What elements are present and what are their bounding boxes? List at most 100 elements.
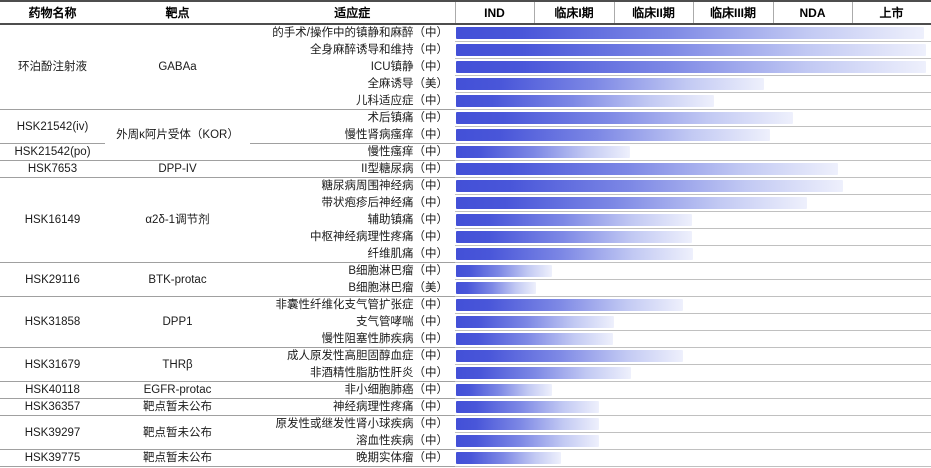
progress-bar-cell xyxy=(455,160,931,178)
indication-cell: 非囊性纤维化支气管扩张症（中） xyxy=(250,296,455,314)
pipeline-row: 儿科适应症（中） xyxy=(0,92,931,110)
indication-cell: 原发性或继发性肾小球疾病（中） xyxy=(250,415,455,433)
drug-name-cell: HSK16149 xyxy=(0,177,105,263)
target-cell: BTK-protac xyxy=(105,262,250,297)
indication-cell: 非小细胞肺癌（中） xyxy=(250,381,455,399)
indication-cell: 溶血性疾病（中） xyxy=(250,432,455,450)
indication-cell: 儿科适应症（中） xyxy=(250,92,455,110)
pipeline-row: 中枢神经病理性疼痛（中） xyxy=(0,228,931,246)
progress-bar xyxy=(456,384,552,396)
progress-bar-cell xyxy=(455,347,931,365)
pipeline-row: 带状疱疹后神经痛（中） xyxy=(0,194,931,212)
indication-cell: 辅助镇痛（中） xyxy=(250,211,455,229)
stage-header-phase3: 临床III期 xyxy=(692,0,773,25)
pipeline-row: HSK29116 BTK-protac B细胞淋巴瘤（中） xyxy=(0,262,931,297)
indication-cell: 成人原发性高胆固醇血症（中） xyxy=(250,347,455,365)
pipeline-row: HSK39297 靶点暂未公布 原发性或继发性肾小球疾病（中） xyxy=(0,415,931,450)
indication-cell: 的手术/操作中的镇静和麻醉（中） xyxy=(250,24,455,42)
stage-header-ind: IND xyxy=(454,0,534,25)
pipeline-row: 环泊酚注射液 GABAa 的手术/操作中的镇静和麻醉（中） xyxy=(0,24,931,110)
progress-bar-cell xyxy=(455,126,931,144)
progress-bar xyxy=(456,163,838,175)
stage-header-phase1: 临床I期 xyxy=(533,0,614,25)
progress-bar xyxy=(456,401,600,413)
pipeline-row: 溶血性疾病（中） xyxy=(0,432,931,450)
indication-cell: 慢性肾病瘙痒（中） xyxy=(250,126,455,144)
drug-name-cell: HSK40118 xyxy=(0,381,105,399)
indication-cell: 慢性阻塞性肺疾病（中） xyxy=(250,330,455,348)
progress-bar xyxy=(456,452,561,464)
header-row: 药物名称 靶点 适应症 IND 临床I期 临床II期 临床III期 NDA 上市 xyxy=(0,0,931,25)
progress-bar xyxy=(456,350,683,362)
drug-name-cell: HSK29116 xyxy=(0,262,105,297)
stage-header-phase2: 临床II期 xyxy=(613,0,693,25)
drug-name-cell: HSK21542(iv) xyxy=(0,109,105,144)
progress-bar xyxy=(456,78,765,90)
pipeline-row: HSK40118 EGFR-protac 非小细胞肺癌（中） xyxy=(0,381,931,399)
progress-bar-cell xyxy=(455,58,931,76)
indication-cell: 晚期实体瘤（中） xyxy=(250,449,455,467)
progress-bar xyxy=(456,435,600,447)
progress-bar xyxy=(456,197,807,209)
progress-bar xyxy=(456,44,926,56)
col-header-indication: 适应症 xyxy=(250,0,455,25)
progress-bar-cell xyxy=(455,24,931,42)
drug-name-cell: HSK39775 xyxy=(0,449,105,467)
indication-cell: 非酒精性脂肪性肝炎（中） xyxy=(250,364,455,382)
progress-bar xyxy=(456,418,600,430)
target-cell: DPP1 xyxy=(105,296,250,348)
pipeline-row: HSK31679 THRβ 成人原发性高胆固醇血症（中） xyxy=(0,347,931,382)
indication-cell: 全麻诱导（美） xyxy=(250,75,455,93)
drug-name-cell: HSK36357 xyxy=(0,398,105,416)
stage-header-market: 上市 xyxy=(851,0,931,25)
progress-bar-cell xyxy=(455,245,931,263)
indication-cell: II型糖尿病（中） xyxy=(250,160,455,178)
drug-name-cell: 环泊酚注射液 xyxy=(0,24,105,110)
pipeline-row: 全麻诱导（美） xyxy=(0,75,931,93)
progress-bar-cell xyxy=(455,109,931,127)
progress-bar-cell xyxy=(455,398,931,416)
indication-cell: 中枢神经病理性疼痛（中） xyxy=(250,228,455,246)
progress-bar-cell xyxy=(455,432,931,450)
pipeline-row: 纤维肌痛（中） xyxy=(0,245,931,263)
indication-cell: B细胞淋巴瘤（中） xyxy=(250,262,455,280)
progress-bar-cell xyxy=(455,364,931,382)
pipeline-row: ICU镇静（中） xyxy=(0,58,931,76)
target-cell: α2δ-1调节剂 xyxy=(105,177,250,263)
progress-bar xyxy=(456,231,692,243)
progress-bar xyxy=(456,248,693,260)
progress-bar-cell xyxy=(455,415,931,433)
target-cell: 靶点暂未公布 xyxy=(105,398,250,416)
pipeline-row: HSK7653 DPP-IV II型糖尿病（中） xyxy=(0,160,931,178)
progress-bar-cell xyxy=(455,143,931,161)
pipeline-row: HSK16149 α2δ-1调节剂 糖尿病周围神经病（中） xyxy=(0,177,931,263)
pipeline-row: 支气管哮喘（中） xyxy=(0,313,931,331)
indication-cell: 全身麻醉诱导和维持（中） xyxy=(250,41,455,59)
progress-bar-cell xyxy=(455,211,931,229)
pipeline-row: 慢性肾病瘙痒（中） xyxy=(0,126,931,144)
progress-bar xyxy=(456,180,844,192)
progress-bar-cell xyxy=(455,296,931,314)
pipeline-row: HSK21542(po) 慢性瘙痒（中） xyxy=(0,143,931,161)
progress-bar-cell xyxy=(455,279,931,297)
indication-cell: 神经病理性疼痛（中） xyxy=(250,398,455,416)
target-cell: GABAa xyxy=(105,24,250,110)
pipeline-row: 非酒精性脂肪性肝炎（中） xyxy=(0,364,931,382)
pipeline-row: 慢性阻塞性肺疾病（中） xyxy=(0,330,931,348)
progress-bar-cell xyxy=(455,228,931,246)
target-cell: THRβ xyxy=(105,347,250,382)
progress-bar xyxy=(456,27,924,39)
progress-bar-cell xyxy=(455,381,931,399)
progress-bar-cell xyxy=(455,313,931,331)
pipeline-row: HSK39775 靶点暂未公布 晚期实体瘤（中） xyxy=(0,449,931,467)
target-cell: 靶点暂未公布 xyxy=(105,449,250,467)
drug-name-cell: HSK21542(po) xyxy=(0,143,105,161)
pipeline-row: HSK21542(iv) 外周κ阿片受体（KOR） 术后镇痛（中） xyxy=(0,109,931,161)
pipeline-body: 环泊酚注射液 GABAa 的手术/操作中的镇静和麻醉（中） 全身麻醉诱导和维持（中） I… xyxy=(0,24,931,467)
drug-name-cell: HSK7653 xyxy=(0,160,105,178)
progress-bar xyxy=(456,333,613,345)
indication-cell: 带状疱疹后神经痛（中） xyxy=(250,194,455,212)
pipeline-row: 辅助镇痛（中） xyxy=(0,211,931,229)
progress-bar xyxy=(456,61,926,73)
